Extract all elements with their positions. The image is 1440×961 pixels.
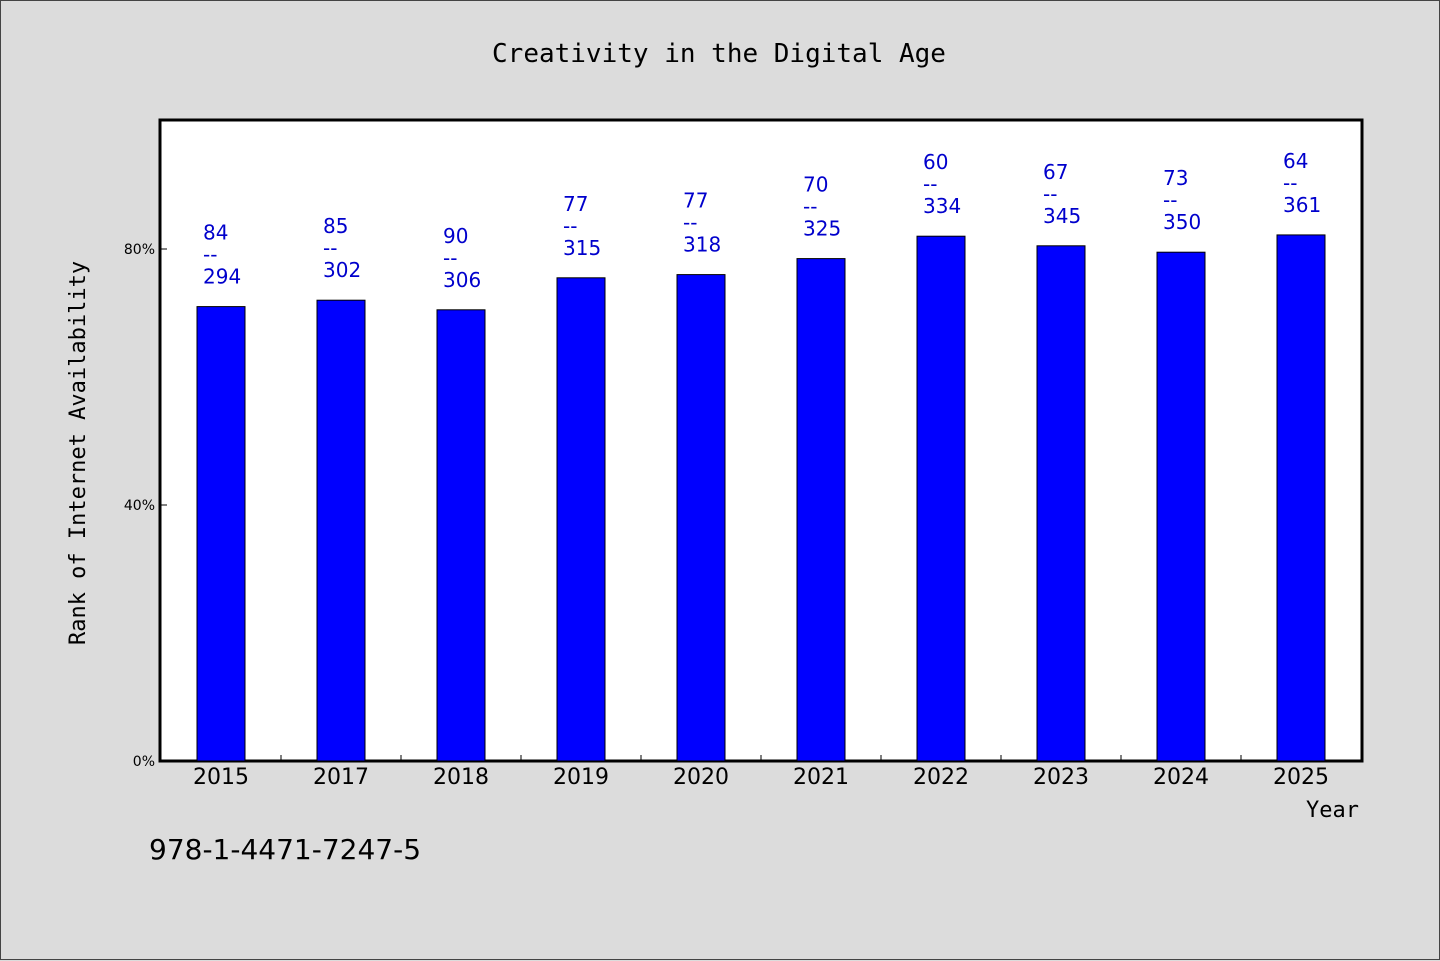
data-label-bottom: 318 xyxy=(683,233,721,257)
data-label-top: 85 xyxy=(323,214,348,238)
bar xyxy=(316,299,366,762)
data-label-top: 64 xyxy=(1283,149,1308,173)
x-tick-label: 2023 xyxy=(1033,765,1089,790)
data-label-top: 70 xyxy=(803,173,828,197)
data-label-bottom: 325 xyxy=(803,217,841,241)
data-label-separator: -- xyxy=(1043,182,1057,206)
footer-id-text: 978-1-4471-7247-5 xyxy=(149,833,422,866)
bar xyxy=(916,235,966,762)
x-tick-label: 2020 xyxy=(673,765,729,790)
data-label-top: 84 xyxy=(203,221,228,245)
data-label-bottom: 294 xyxy=(203,265,241,289)
data-label-bottom: 315 xyxy=(563,236,601,260)
x-tick-label: 2022 xyxy=(913,765,969,790)
chart-title: Creativity in the Digital Age xyxy=(492,39,946,69)
x-tick-label: 2015 xyxy=(193,765,249,790)
data-label-top: 90 xyxy=(443,224,468,248)
y-axis-label: Rank of Internet Availability xyxy=(66,261,91,645)
bar xyxy=(1036,245,1086,762)
data-label-top: 77 xyxy=(563,192,588,216)
x-tick-label: 2018 xyxy=(433,765,489,790)
bar xyxy=(196,306,246,762)
data-label-bottom: 302 xyxy=(323,258,361,282)
x-axis-label: Year xyxy=(1306,798,1359,823)
x-tick-label: 2025 xyxy=(1273,765,1329,790)
y-tick-label: 0% xyxy=(133,754,155,770)
data-label-separator: -- xyxy=(563,214,577,238)
bar xyxy=(436,309,486,762)
data-label-top: 77 xyxy=(683,189,708,213)
bar xyxy=(676,274,726,762)
data-label-separator: -- xyxy=(683,211,697,235)
x-tick-label: 2017 xyxy=(313,765,369,790)
bar xyxy=(1156,251,1206,762)
bar xyxy=(556,277,606,762)
data-label-bottom: 345 xyxy=(1043,204,1081,228)
data-label-bottom: 361 xyxy=(1283,193,1321,217)
data-label-top: 67 xyxy=(1043,160,1068,184)
data-label-separator: -- xyxy=(443,246,457,270)
y-tick-label: 40% xyxy=(124,498,155,514)
data-label-separator: -- xyxy=(923,172,937,196)
y-tick-label: 80% xyxy=(124,242,155,258)
bar xyxy=(796,258,846,762)
data-label-separator: -- xyxy=(323,236,337,260)
x-tick-label: 2019 xyxy=(553,765,609,790)
data-label-separator: -- xyxy=(203,243,217,267)
data-label-top: 73 xyxy=(1163,166,1188,190)
data-label-separator: -- xyxy=(1163,188,1177,212)
data-label-top: 60 xyxy=(923,150,948,174)
x-tick-label: 2024 xyxy=(1153,765,1209,790)
x-tick-label: 2021 xyxy=(793,765,849,790)
data-label-bottom: 334 xyxy=(923,194,961,218)
data-label-separator: -- xyxy=(1283,171,1297,195)
bar xyxy=(1276,234,1326,762)
data-label-bottom: 350 xyxy=(1163,210,1201,234)
data-label-separator: -- xyxy=(803,195,817,219)
data-label-bottom: 306 xyxy=(443,268,481,292)
